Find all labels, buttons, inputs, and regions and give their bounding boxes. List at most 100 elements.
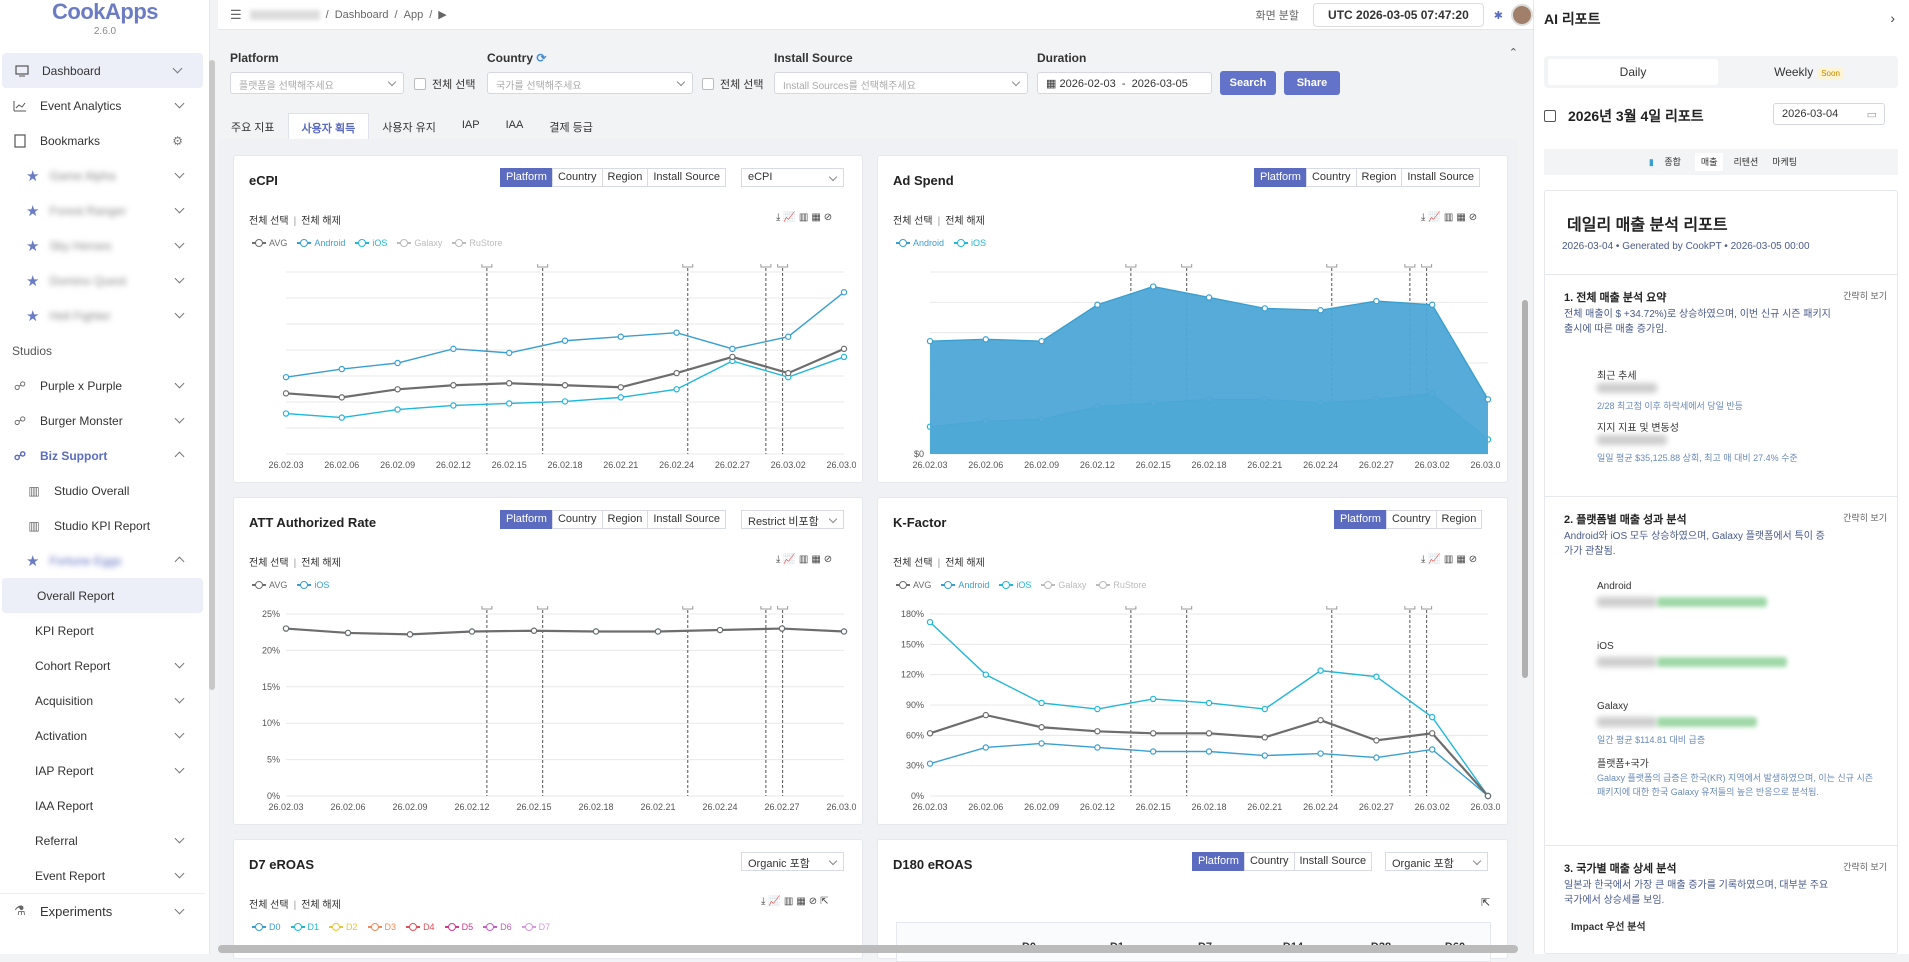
sidebar-item-activation[interactable]: Activation xyxy=(0,718,205,753)
seg-platform[interactable]: Platform xyxy=(1192,852,1245,871)
select-all-link[interactable]: 전체 선택 xyxy=(893,558,933,569)
legend-galaxy[interactable]: Galaxy xyxy=(1041,580,1086,590)
chart-tools[interactable]: ⤓📈▥▦⊘ xyxy=(1421,554,1481,565)
select-all-link[interactable]: 전체 선택 xyxy=(893,216,933,227)
legend-ios[interactable]: iOS xyxy=(297,580,329,590)
expand-icon[interactable]: ⇱ xyxy=(1481,897,1491,909)
seg-platform[interactable]: Platform xyxy=(500,168,553,187)
legend-d2[interactable]: D2 xyxy=(329,922,358,932)
sidebar-item-referral[interactable]: Referral xyxy=(0,823,205,858)
seg-platform[interactable]: Platform xyxy=(1334,510,1387,529)
bookmark-item[interactable]: ★ Forest Ranger xyxy=(0,193,205,228)
checkbox[interactable] xyxy=(414,78,426,90)
seg-install-source[interactable]: Install Source xyxy=(647,168,727,187)
horizontal-scrollbar[interactable] xyxy=(218,945,1518,953)
metric-select[interactable]: eCPI xyxy=(741,168,844,187)
deselect-all-link[interactable]: 전체 해제 xyxy=(945,216,985,227)
legend-ios[interactable]: iOS xyxy=(355,238,387,248)
split-view-button[interactable]: 화면 분할 xyxy=(1255,10,1300,22)
app-logo[interactable]: CookApps 2.6.0 xyxy=(0,0,210,37)
seg-region[interactable]: Region xyxy=(1355,168,1403,187)
select-all-link[interactable]: 전체 선택 xyxy=(249,900,289,911)
seg-install-source[interactable]: Install Source xyxy=(1293,852,1373,871)
bug-icon[interactable]: ✱ xyxy=(1493,9,1503,22)
deselect-all-link[interactable]: 전체 해제 xyxy=(301,900,341,911)
sidebar-item-overall-report[interactable]: Overall Report xyxy=(2,578,203,613)
sidebar-item-acquisition[interactable]: Acquisition xyxy=(0,683,205,718)
bookmark-item[interactable]: ★ Game Alpha xyxy=(0,158,205,193)
checkbox[interactable] xyxy=(702,78,714,90)
sidebar-item-studio-overall[interactable]: ▥ Studio Overall xyxy=(0,473,205,508)
seg-country[interactable]: Country xyxy=(1305,168,1357,187)
collapse-icon[interactable]: ⌃ xyxy=(1508,47,1518,59)
sidebar-item-studio-kpi[interactable]: ▥ Studio KPI Report xyxy=(0,508,205,543)
tab-main-kpi[interactable]: 주요 지표 xyxy=(231,122,275,134)
chart-tools[interactable]: ⤓📈▥▦⊘ xyxy=(776,212,836,223)
avatar[interactable] xyxy=(1511,4,1533,26)
sidebar-scrollbar[interactable] xyxy=(209,60,215,690)
tab-daily[interactable]: Daily xyxy=(1548,59,1718,85)
bookmark-item[interactable]: ★ Domino Quest xyxy=(0,263,205,298)
seg-platform[interactable]: Platform xyxy=(500,510,553,529)
subtab-retention[interactable]: 리텐션 xyxy=(1733,157,1759,167)
legend-avg[interactable]: AVG xyxy=(252,238,287,248)
seg-region[interactable]: Region xyxy=(601,168,649,187)
sidebar-item-iaa-report[interactable]: IAA Report xyxy=(35,798,94,813)
brief-toggle[interactable]: 간략히 보기 xyxy=(1843,513,1887,523)
chart-tools[interactable]: ⤓📈▥▦⊘ xyxy=(1421,212,1481,223)
sidebar-item-current-game[interactable]: ★ Fortune Eggs xyxy=(0,543,205,578)
subtab-marketing[interactable]: 마케팅 xyxy=(1772,157,1798,167)
sidebar-item-cohort-report[interactable]: Cohort Report xyxy=(0,648,205,683)
seg-country[interactable]: Country xyxy=(1243,852,1295,871)
sidebar-item-burger[interactable]: ☍ Burger Monster xyxy=(0,403,205,438)
platform-select[interactable]: 플랫폼을 선택해주세요 xyxy=(230,72,404,94)
seg-region[interactable]: Region xyxy=(601,510,649,529)
legend-android[interactable]: Android xyxy=(297,238,345,248)
refresh-icon[interactable]: ⟳ xyxy=(536,51,547,65)
seg-country[interactable]: Country xyxy=(551,168,603,187)
select-all-link[interactable]: 전체 선택 xyxy=(249,558,289,569)
tab-weekly[interactable]: Weekly Soon xyxy=(1724,59,1894,85)
legend-ios[interactable]: iOS xyxy=(999,580,1031,590)
seg-platform[interactable]: Platform xyxy=(1254,168,1307,187)
subtab-overview[interactable]: ▮ 종합 xyxy=(1641,155,1689,175)
share-button[interactable]: Share xyxy=(1284,71,1340,95)
sidebar-item-bookmarks[interactable]: Bookmarks ⚙ xyxy=(0,123,205,158)
chart-tools[interactable]: ⤓📈▥▦⊘⇱ xyxy=(761,896,832,907)
sidebar-item-event-analytics[interactable]: Event Analytics xyxy=(0,88,205,123)
sidebar-item-biz-support[interactable]: ☍ Biz Support xyxy=(0,438,205,473)
sidebar-item-purple[interactable]: ☍ Purple x Purple xyxy=(0,368,205,403)
breadcrumb-app[interactable]: App xyxy=(403,8,424,21)
deselect-all-link[interactable]: 전체 해제 xyxy=(301,216,341,227)
legend-rustore[interactable]: RuStore xyxy=(1096,580,1146,590)
settings-icon[interactable]: ⚙ xyxy=(172,133,183,148)
menu-icon[interactable]: ☰ xyxy=(230,6,242,22)
restrict-select[interactable]: Restrict 비포함 xyxy=(741,510,844,529)
legend-d7[interactable]: D7 xyxy=(521,922,550,932)
legend-d0[interactable]: D0 xyxy=(252,922,281,932)
legend-android[interactable]: Android xyxy=(896,238,944,248)
sidebar-item-dashboard[interactable]: Dashboard xyxy=(2,53,203,88)
seg-install-source[interactable]: Install Source xyxy=(647,510,727,529)
tab-acquisition[interactable]: 사용자 획득 xyxy=(287,113,370,139)
legend-android[interactable]: Android xyxy=(941,580,989,590)
country-select-all[interactable]: 전체 선택 xyxy=(702,76,764,92)
seg-country[interactable]: Country xyxy=(1385,510,1437,529)
tab-iaa[interactable]: IAA xyxy=(505,119,524,131)
legend-d1[interactable]: D1 xyxy=(290,922,319,932)
sidebar-item-kpi-report[interactable]: KPI Report xyxy=(35,623,94,638)
platform-select-all[interactable]: 전체 선택 xyxy=(414,76,476,92)
brief-toggle[interactable]: 간략히 보기 xyxy=(1843,862,1887,872)
bookmark-item[interactable]: ★ Sky Heroes xyxy=(0,228,205,263)
content-scrollbar[interactable] xyxy=(1522,300,1528,678)
tab-retention[interactable]: 사용자 유지 xyxy=(382,122,436,134)
report-date-input[interactable]: 2026-03-04 ▭ xyxy=(1773,103,1885,125)
legend-rustore[interactable]: RuStore xyxy=(452,238,502,248)
chart-tools[interactable]: ⤓📈▥▦⊘ xyxy=(776,554,836,565)
chevron-right-icon[interactable]: › xyxy=(1890,10,1895,26)
legend-ios[interactable]: iOS xyxy=(954,238,986,248)
subtab-revenue[interactable]: 매출 xyxy=(1694,153,1724,171)
sidebar-item-event-report[interactable]: Event Report xyxy=(0,858,205,893)
tab-iap[interactable]: IAP xyxy=(461,119,480,131)
seg-install-source[interactable]: Install Source xyxy=(1401,168,1481,187)
